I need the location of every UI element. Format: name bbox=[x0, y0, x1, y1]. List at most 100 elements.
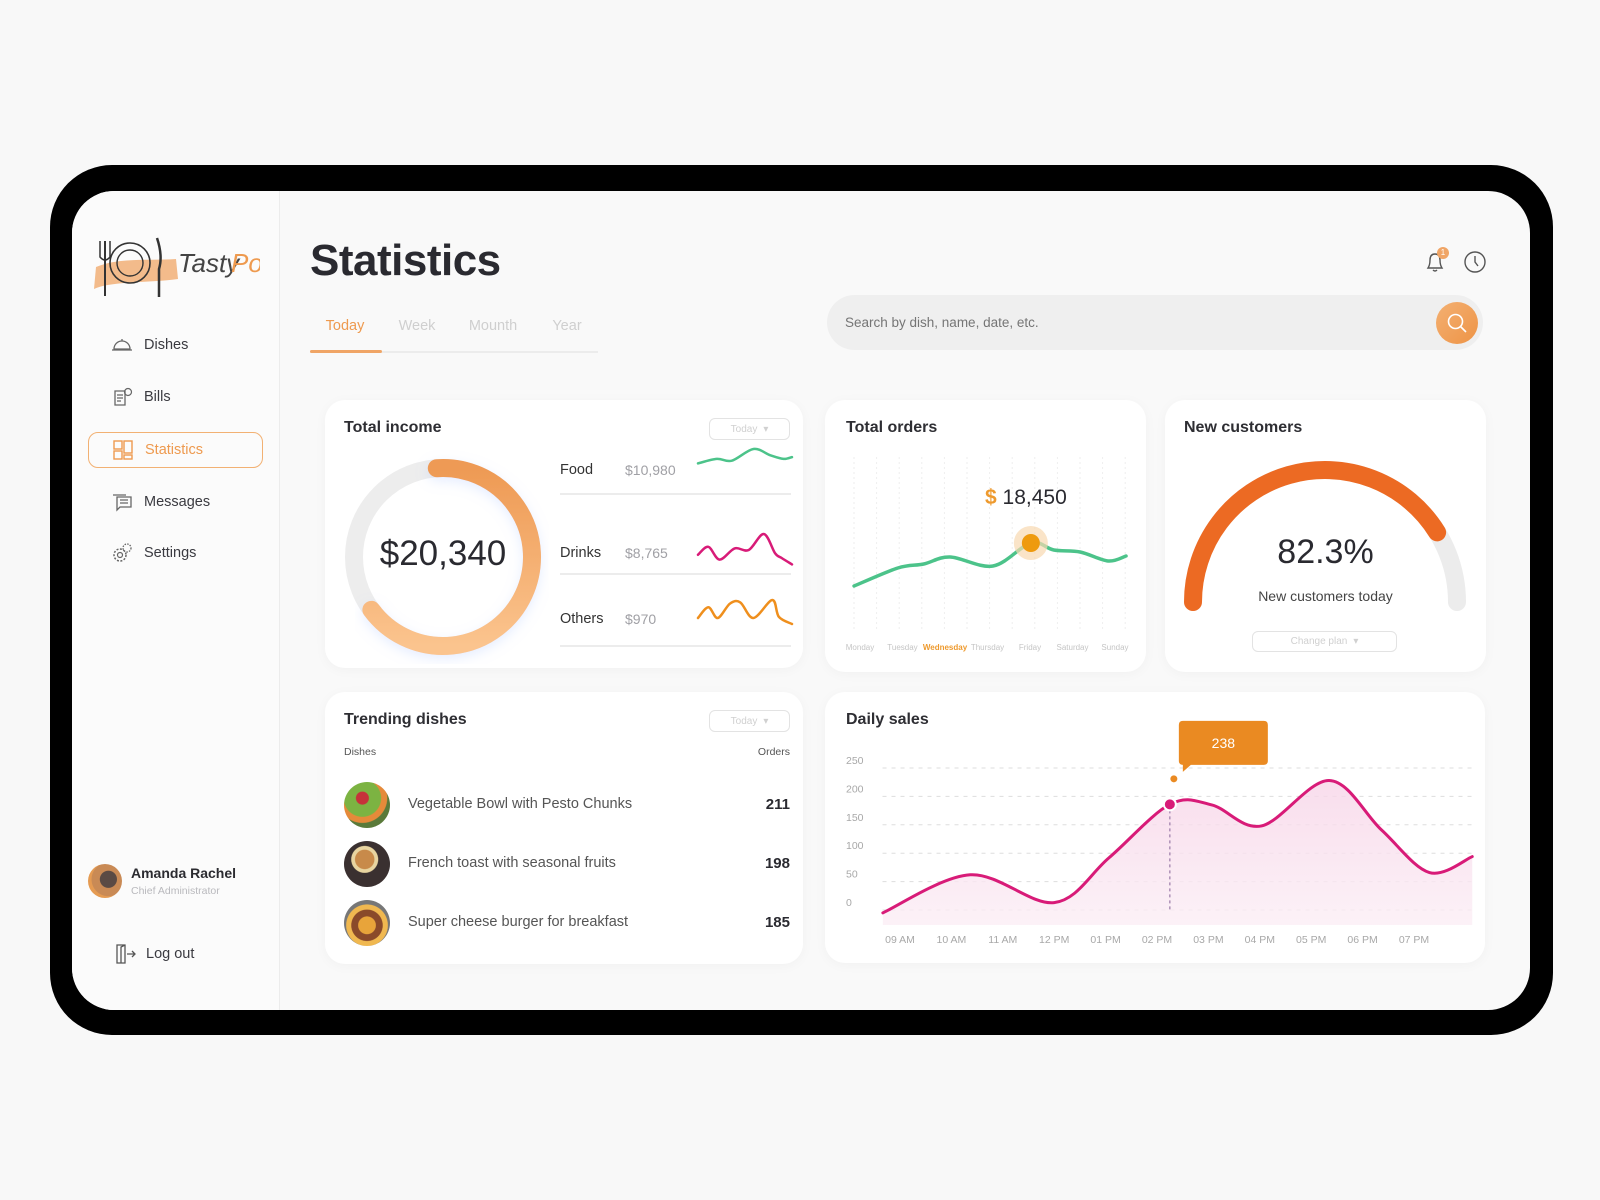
caret-down-icon: ▾ bbox=[763, 715, 769, 727]
tab-active-indicator bbox=[310, 350, 382, 353]
dish-name: Vegetable Bowl with Pesto Chunks bbox=[408, 796, 633, 812]
dish-image bbox=[344, 782, 390, 828]
sidebar-item-label: Messages bbox=[144, 494, 211, 510]
x-tick-label: 02 PM bbox=[1142, 934, 1172, 946]
caret-down-icon: ▾ bbox=[763, 423, 769, 435]
logo[interactable]: Tasty Pos bbox=[90, 231, 276, 301]
sidebar: Tasty Pos Dishes Bills Statistics Messag… bbox=[72, 191, 280, 1010]
income-donut-chart bbox=[345, 447, 794, 655]
customers-percent: 82.3% bbox=[1277, 533, 1374, 571]
column-header-orders: Orders bbox=[757, 746, 790, 758]
clock-icon bbox=[1464, 251, 1486, 273]
sidebar-item-messages[interactable]: Messages bbox=[88, 484, 263, 520]
y-tick-label: 250 bbox=[846, 755, 864, 767]
income-value: $10,980 bbox=[625, 462, 676, 478]
x-tick-label: 06 PM bbox=[1347, 934, 1377, 946]
tab-month[interactable]: Mounth bbox=[468, 318, 518, 334]
logout-icon bbox=[116, 944, 136, 964]
y-tick-label: 200 bbox=[846, 783, 864, 795]
search-bar bbox=[827, 295, 1483, 350]
card-title: Total income bbox=[344, 419, 442, 436]
logout-button[interactable]: Log out bbox=[114, 943, 194, 965]
day-label: Thursday bbox=[971, 643, 1004, 652]
dish-orders: 185 bbox=[764, 914, 790, 931]
dish-row[interactable]: Super cheese burger for breakfast 185 bbox=[325, 900, 803, 946]
sidebar-item-settings[interactable]: Settings bbox=[88, 535, 263, 571]
day-label: Saturday bbox=[1056, 643, 1088, 652]
sidebar-item-bills[interactable]: Bills bbox=[88, 379, 263, 415]
dish-image bbox=[344, 841, 390, 887]
trending-dishes-card: Trending dishes Today ▾ Dishes Orders Veg… bbox=[325, 692, 803, 964]
bill-icon bbox=[110, 385, 134, 409]
tab-week[interactable]: Week bbox=[398, 318, 436, 334]
sidebar-item-label: Statistics bbox=[145, 442, 204, 458]
sparkline-food bbox=[696, 447, 794, 465]
income-category: Others bbox=[560, 611, 604, 627]
sales-area bbox=[882, 780, 1473, 925]
divider bbox=[560, 645, 791, 647]
dish-row[interactable]: French toast with seasonal fruits 198 bbox=[325, 841, 803, 887]
search-icon bbox=[1447, 313, 1467, 333]
change-plan-button[interactable]: Change plan ▾ bbox=[1252, 631, 1397, 652]
daily-sales-card: Daily sales 250 200 150 100 50 0 09 AM 10 AM 11 … bbox=[825, 692, 1485, 963]
card-title: Daily sales bbox=[846, 711, 929, 728]
customers-subtitle: New customers today bbox=[1258, 588, 1393, 604]
new-customers-card: New customers 82.3% New customers today … bbox=[1165, 400, 1486, 672]
dish-row[interactable]: Vegetable Bowl with Pesto Chunks 211 bbox=[325, 782, 803, 828]
orders-series-line bbox=[852, 540, 1128, 588]
svg-text:Tasty: Tasty bbox=[178, 248, 241, 278]
sales-series-line bbox=[881, 778, 1474, 915]
search-button[interactable] bbox=[1436, 302, 1478, 344]
sidebar-item-label: Dishes bbox=[144, 337, 189, 353]
x-tick-label: 11 AM bbox=[988, 934, 1017, 946]
income-period-dropdown[interactable]: Today ▾ bbox=[709, 418, 790, 440]
orders-line-chart: Monday Tuesday Wednesday Thursday Friday Satu… bbox=[846, 457, 1129, 652]
divider bbox=[560, 493, 791, 495]
y-tick-label: 0 bbox=[846, 897, 852, 909]
trending-period-dropdown[interactable]: Today ▾ bbox=[709, 710, 790, 732]
card-title: New customers bbox=[1184, 419, 1303, 436]
gauge-fill bbox=[1184, 461, 1447, 611]
x-tick-label: 12 PM bbox=[1039, 934, 1069, 946]
dropdown-value: Today bbox=[730, 423, 758, 435]
x-tick-label: 09 AM bbox=[885, 934, 915, 946]
x-tick-label: 04 PM bbox=[1245, 934, 1275, 946]
highlight-point bbox=[1021, 534, 1040, 552]
history-button[interactable] bbox=[1463, 250, 1487, 279]
tooltip-box bbox=[1178, 720, 1268, 772]
highlight-point bbox=[1162, 797, 1177, 812]
dropdown-value: Today bbox=[730, 715, 758, 727]
tooltip-anchor-dot bbox=[1170, 775, 1178, 783]
x-tick-label: 03 PM bbox=[1193, 934, 1223, 946]
tab-year[interactable]: Year bbox=[552, 318, 582, 334]
dish-orders: 211 bbox=[765, 796, 790, 813]
user-role: Chief Administrator bbox=[131, 885, 220, 897]
x-tick-label: 01 PM bbox=[1090, 934, 1120, 946]
caret-down-icon: ▾ bbox=[1353, 636, 1359, 647]
income-total: $20,340 bbox=[379, 534, 507, 573]
user-profile[interactable]: Amanda Rachel Chief Administrator bbox=[88, 864, 268, 900]
column-header-dishes: Dishes bbox=[344, 746, 377, 758]
day-label: Sunday bbox=[1101, 643, 1128, 652]
logo-icon: Tasty Pos bbox=[94, 237, 276, 297]
notifications-button[interactable]: 1 bbox=[1423, 247, 1449, 275]
day-label: Tuesday bbox=[887, 643, 917, 652]
income-value: $970 bbox=[625, 611, 657, 627]
dish-name: Super cheese burger for breakfast bbox=[408, 914, 629, 930]
sidebar-item-dishes[interactable]: Dishes bbox=[88, 327, 263, 363]
user-name: Amanda Rachel bbox=[131, 865, 237, 881]
day-label: Wednesday bbox=[923, 643, 968, 652]
y-tick-label: 100 bbox=[846, 840, 864, 852]
x-tick-label: 07 PM bbox=[1399, 934, 1429, 946]
avatar bbox=[88, 864, 122, 898]
sidebar-item-statistics[interactable]: Statistics bbox=[88, 432, 263, 468]
page-title: Statistics bbox=[310, 236, 501, 285]
grid-icon bbox=[111, 438, 135, 462]
search-input[interactable] bbox=[845, 295, 1405, 350]
orders-value: 18,450 bbox=[1002, 486, 1067, 509]
dish-name: French toast with seasonal fruits bbox=[408, 855, 616, 871]
tab-today[interactable]: Today bbox=[325, 318, 365, 334]
sparkline-others bbox=[696, 598, 794, 626]
y-tick-label: 150 bbox=[846, 812, 864, 824]
gear-icon bbox=[110, 541, 134, 565]
